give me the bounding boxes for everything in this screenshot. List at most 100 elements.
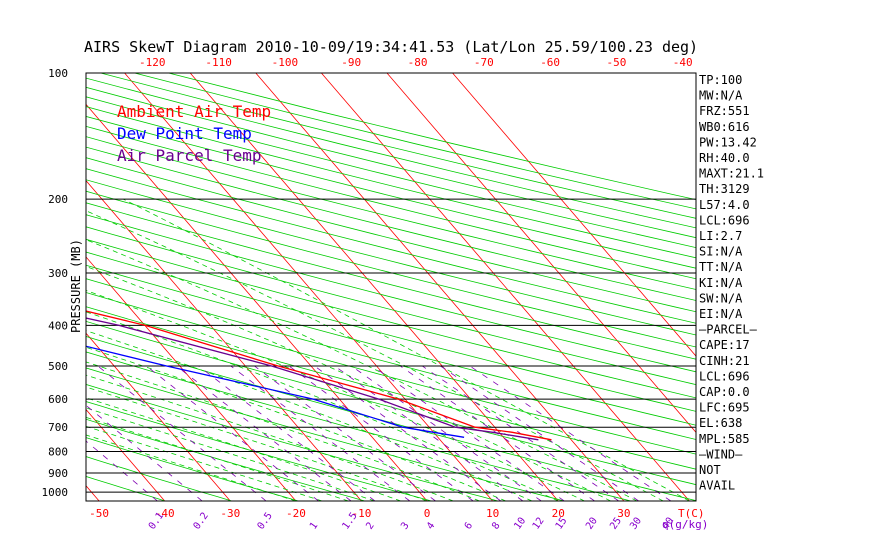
top-temp-tick-label: -70 (474, 56, 494, 69)
index-item: TT:N/A (699, 260, 743, 274)
dry-adiabat-line (86, 116, 696, 269)
index-item: AVAIL (699, 479, 735, 493)
index-item: LI:2.7 (699, 229, 742, 243)
bottom-temp-tick-label: -40 (155, 507, 175, 520)
sounding-series (86, 310, 552, 441)
air-parcel-temp-line (86, 317, 539, 441)
pressure-tick-label: 500 (48, 360, 68, 373)
isotherm-line (255, 73, 625, 501)
pressure-tick-label: 1000 (42, 486, 69, 499)
top-temp-tick-label: -50 (606, 56, 626, 69)
isotherm-line (86, 332, 231, 501)
dry-adiabat-line (86, 418, 365, 501)
mixing-ratio-tick-label: 10 (512, 516, 528, 532)
dry-adiabat-line (86, 292, 696, 455)
mixing-ratio-line (469, 365, 672, 501)
dry-adiabat-line (86, 367, 565, 501)
temp-unit-label: T(C) (678, 507, 705, 520)
dry-adiabat-line (86, 336, 696, 501)
isotherm-line (124, 73, 493, 501)
index-item: RH:40.0 (699, 151, 750, 165)
index-item: SW:N/A (699, 291, 743, 305)
bottom-temp-tick-label: 30 (617, 507, 630, 520)
index-item: L57:4.0 (699, 198, 750, 212)
pressure-tick-label: 600 (48, 393, 68, 406)
mixing-ratio-line (198, 365, 376, 501)
dry-adiabat-line (86, 456, 232, 501)
moist-adiabat-line (86, 416, 349, 501)
mixing-ratio-tick-label: 4 (425, 520, 437, 531)
mixing-ratio-tick-label: 0.5 (256, 511, 275, 532)
moist-adiabat-line (86, 374, 454, 501)
dry-adiabat-line (86, 384, 498, 501)
index-item: —WIND— (699, 447, 743, 461)
index-item: TP:100 (699, 73, 742, 87)
mixing-ratio-line (146, 365, 319, 501)
top-temp-tick-label: -60 (540, 56, 560, 69)
isotherm-line (0, 73, 34, 501)
isotherm-line (86, 103, 428, 501)
mixing-ratio-unit-label: q(g/kg) (662, 518, 708, 531)
bottom-temp-tick-label: -20 (286, 507, 306, 520)
pressure-tick-label: 700 (48, 421, 68, 434)
dry-adiabat-line (86, 238, 696, 399)
index-item: LCL:696 (699, 369, 750, 383)
ambient-air-temp-line (86, 310, 552, 441)
dry-adiabat-line (86, 157, 696, 313)
dry-adiabat-line (86, 106, 696, 259)
mixing-ratio-tick-label: 12 (531, 516, 547, 532)
index-item: EL:638 (699, 416, 742, 430)
mixing-ratio-tick-label: 0.2 (192, 511, 211, 532)
index-item: —PARCEL— (699, 323, 758, 337)
mixing-ratio-tick-label: 20 (584, 516, 600, 532)
legend: Ambient Air Temp Dew Point Temp Air Parcel… (117, 102, 271, 165)
dry-adiabat-line (86, 179, 696, 336)
moist-adiabat-line (86, 361, 480, 501)
top-temp-tick-label: -40 (673, 56, 693, 69)
mixing-ratio-tick-label: 30 (628, 516, 644, 532)
bottom-temp-tick-label: -10 (352, 507, 372, 520)
dry-adiabat-line (86, 251, 696, 412)
pressure-tick-label: 400 (48, 319, 68, 332)
index-item: LCL:696 (699, 213, 750, 227)
moist-adiabat-line (86, 397, 401, 501)
index-item: PW:13.42 (699, 135, 757, 149)
dry-adiabat-line (86, 96, 696, 249)
bottom-temp-tick-label: 0 (424, 507, 431, 520)
mixing-ratio-line (176, 365, 352, 501)
isotherm-line (386, 73, 696, 433)
moist-adiabat-line (86, 330, 533, 501)
mixing-ratio-line (288, 365, 474, 501)
index-item: MW:N/A (699, 89, 743, 103)
moist-adiabat-line (123, 198, 690, 501)
legend-air-parcel-temp: Air Parcel Temp (117, 146, 262, 165)
top-temp-tick-label: -110 (205, 56, 232, 69)
top-temp-tick-label: -120 (139, 56, 166, 69)
mixing-ratio-line (230, 365, 411, 501)
legend-ambient-air-temp: Ambient Air Temp (117, 102, 271, 121)
moist-adiabat-line (86, 407, 375, 501)
top-temp-tick-label: -90 (341, 56, 361, 69)
dry-adiabat-line (86, 401, 432, 501)
dry-adiabat-line (86, 202, 696, 360)
moist-adiabat-line (86, 290, 585, 501)
index-item: FRZ:551 (699, 104, 750, 118)
bottom-temp-tick-label: -30 (220, 507, 240, 520)
mixing-ratio-line (440, 365, 639, 501)
index-item: KI:N/A (699, 276, 743, 290)
mixing-ratio-line (97, 365, 267, 501)
index-item: MAXT:21.1 (699, 167, 764, 181)
background-grid (0, 73, 696, 501)
dry-adiabat-line (86, 278, 696, 440)
top-temp-tick-label: -100 (272, 56, 299, 69)
bottom-temp-tick-label: 20 (552, 507, 565, 520)
pressure-tick-label: 100 (48, 67, 68, 80)
dew-point-temp-line (86, 345, 465, 438)
mixing-ratio-tick-label: 1 (308, 520, 320, 531)
mixing-ratio-tick-label: 3 (399, 520, 411, 531)
isotherm-line (86, 256, 297, 501)
dry-adiabat-line (86, 306, 696, 470)
index-item: SI:N/A (699, 245, 743, 259)
